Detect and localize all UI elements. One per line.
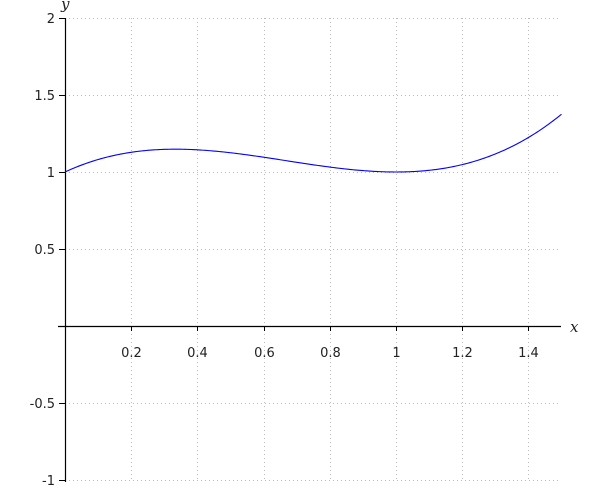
x-tick-label: 0.4 [187, 346, 208, 361]
x-axis-label: x [570, 318, 579, 336]
x-tick-label: 0.8 [320, 346, 341, 361]
x-tick-label: 0.2 [121, 346, 142, 361]
x-tick-label: 1 [392, 346, 400, 361]
series-line [64, 113, 562, 173]
ticks: 0.2 0.4 0.6 0.8 1 1.2 1.4 -1 -0.5 0.5 1 1.5 2 [30, 12, 539, 489]
y-tick-label: -0.5 [30, 397, 55, 412]
y-tick-label: 1.5 [34, 89, 55, 104]
y-axis-label: y [60, 0, 70, 13]
y-tick-label: 1 [47, 166, 55, 181]
y-tick-label: 2 [47, 12, 55, 27]
series [64, 113, 562, 173]
axes [58, 18, 561, 482]
y-tick-label: 0.5 [34, 243, 55, 258]
grid [65, 18, 561, 481]
x-tick-label: 1.2 [452, 346, 473, 361]
y-tick-label: -1 [42, 474, 55, 489]
x-tick-label: 1.4 [518, 346, 539, 361]
x-tick-label: 0.6 [254, 346, 275, 361]
